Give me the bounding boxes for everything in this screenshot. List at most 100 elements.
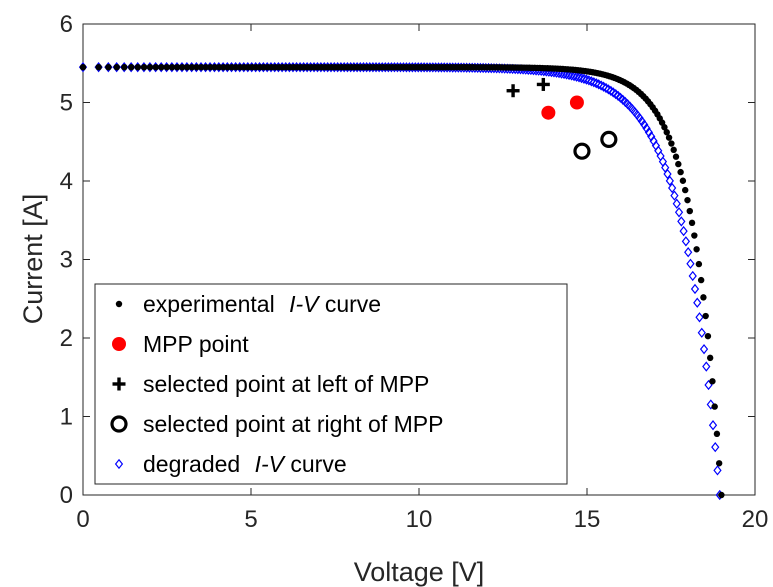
experimental-point [95, 63, 102, 71]
legend-label-prefix: selected point at right of MPP [143, 411, 443, 437]
experimental-point [693, 246, 700, 253]
degraded-point [559, 68, 569, 80]
degraded-point [711, 441, 720, 453]
left-point [506, 84, 520, 98]
experimental-point [715, 460, 723, 467]
degraded-point [642, 123, 651, 134]
experimental-point [113, 63, 120, 71]
x-tick-label: 10 [406, 506, 433, 533]
y-tick-label: 5 [60, 90, 73, 117]
experimental-point [684, 196, 691, 204]
legend-label-suffix: curve [284, 451, 347, 477]
y-tick-label: 1 [60, 404, 73, 431]
x-tick-label: 20 [742, 506, 769, 533]
degraded-point [686, 258, 695, 269]
experimental-point [183, 63, 191, 71]
experimental-point [702, 312, 709, 320]
degraded-point [697, 327, 706, 338]
experimental-point [174, 63, 181, 71]
experimental-point [128, 63, 135, 71]
experimental-point [163, 63, 171, 71]
legend-entry-right: selected point at right of MPP [110, 411, 443, 437]
legend-label-right: selected point at right of MPP [143, 411, 443, 437]
experimental-point [207, 63, 214, 71]
legend: experimental I-V curve MPP point selected … [94, 283, 568, 485]
legend-label-italic: I-V [255, 451, 287, 477]
y-tick-label: 4 [60, 168, 73, 195]
experimental-point [134, 63, 142, 71]
degraded-point [601, 82, 611, 94]
y-tick-label: 6 [60, 11, 73, 38]
y-tick-label: 2 [60, 325, 73, 352]
legend-label-prefix: experimental [143, 291, 281, 317]
degraded-point [713, 465, 722, 476]
x-tick-label: 5 [244, 506, 257, 533]
y-tick-label: 3 [60, 247, 73, 274]
legend-entry-degraded: degraded I-V curve [114, 451, 347, 477]
y-tick-label: 0 [60, 482, 73, 509]
degraded-point [604, 84, 613, 95]
experimental-point [661, 124, 668, 131]
degraded-point [599, 81, 608, 92]
experimental-point [706, 354, 714, 362]
degraded-point [606, 85, 615, 97]
degraded-point [572, 71, 581, 82]
legend-marker-experimental [115, 300, 123, 308]
degraded-point [663, 168, 672, 180]
legend-entry-experimental: experimental I-V curve [115, 291, 381, 317]
degraded-point [562, 69, 571, 80]
experimental-point [679, 177, 687, 184]
experimental-point [709, 378, 716, 385]
degraded-point [592, 78, 601, 89]
degraded-point [684, 247, 693, 258]
degraded-point [647, 131, 656, 142]
degraded-point [589, 77, 598, 88]
degraded-point [564, 69, 574, 81]
experimental-point [697, 276, 705, 284]
legend-label-suffix: curve [318, 291, 381, 317]
degraded-point [670, 190, 679, 201]
legend-marker-right [110, 415, 128, 433]
experimental-point [713, 430, 721, 438]
left-point [536, 77, 550, 91]
experimental-point [158, 63, 165, 71]
legend-label-prefix: MPP point [143, 331, 249, 357]
legend-marker-degraded [114, 458, 124, 470]
experimental-point [670, 146, 677, 154]
experimental-point [179, 63, 186, 71]
degraded-point [708, 420, 718, 431]
degraded-point [644, 127, 654, 138]
legend-entry-left: selected point at left of MPP [112, 371, 429, 397]
experimental-point [188, 63, 196, 71]
degraded-point [569, 70, 579, 82]
legend-label-left: selected point at left of MPP [143, 371, 429, 397]
experimental-point [168, 63, 176, 71]
mpp-point [541, 105, 556, 120]
experimental-point [672, 153, 680, 160]
experimental-point [686, 207, 693, 215]
degraded-point [690, 283, 700, 295]
right-point [600, 130, 618, 148]
degraded-point [681, 236, 691, 247]
experimental-point [202, 63, 210, 71]
experimental-point [682, 186, 689, 194]
legend-entry-mpp: MPP point [112, 331, 249, 357]
degraded-point [706, 399, 715, 410]
legend-label-experimental: experimental I-V curve [143, 291, 381, 317]
series-left [506, 77, 550, 98]
experimental-point [675, 160, 682, 168]
x-tick-label: 15 [574, 506, 601, 533]
axis-ticks: 0 5 10 15 20 0 1 2 3 4 5 6 [60, 11, 769, 533]
degraded-point [672, 198, 681, 209]
degraded-point [584, 75, 594, 86]
experimental-point [121, 63, 128, 71]
experimental-point [695, 260, 703, 268]
degraded-point [668, 182, 677, 194]
x-axis-title: Voltage [V] [354, 557, 485, 587]
legend-label-mpp: MPP point [143, 331, 249, 357]
degraded-point [587, 76, 596, 87]
experimental-point [198, 63, 205, 71]
degraded-point [677, 216, 686, 227]
degraded-point [679, 225, 688, 237]
experimental-point [700, 294, 707, 301]
